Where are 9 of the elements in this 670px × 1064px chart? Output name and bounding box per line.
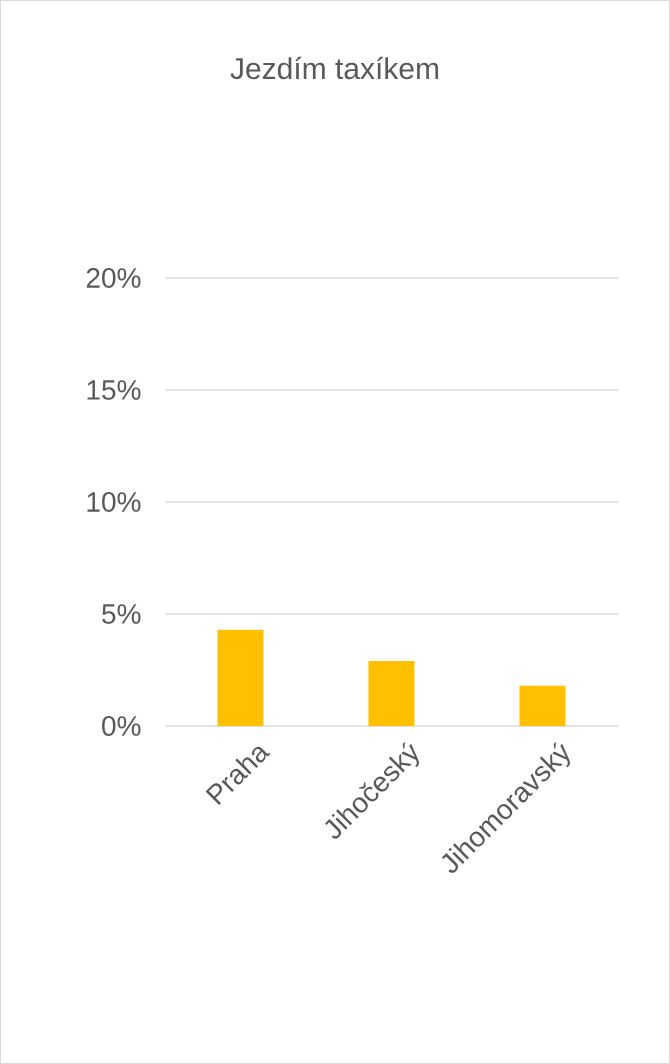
bar bbox=[217, 629, 264, 726]
y-tick-label: 20% bbox=[86, 268, 141, 288]
y-tick-label: 15% bbox=[87, 380, 141, 400]
y-tick-label: 10% bbox=[87, 492, 141, 512]
bar bbox=[519, 685, 566, 726]
chart-title: Jezdím taxíkem bbox=[230, 56, 439, 80]
y-tick-label: 5% bbox=[102, 604, 141, 624]
bar bbox=[368, 661, 415, 726]
y-tick-label: 0% bbox=[102, 716, 141, 736]
